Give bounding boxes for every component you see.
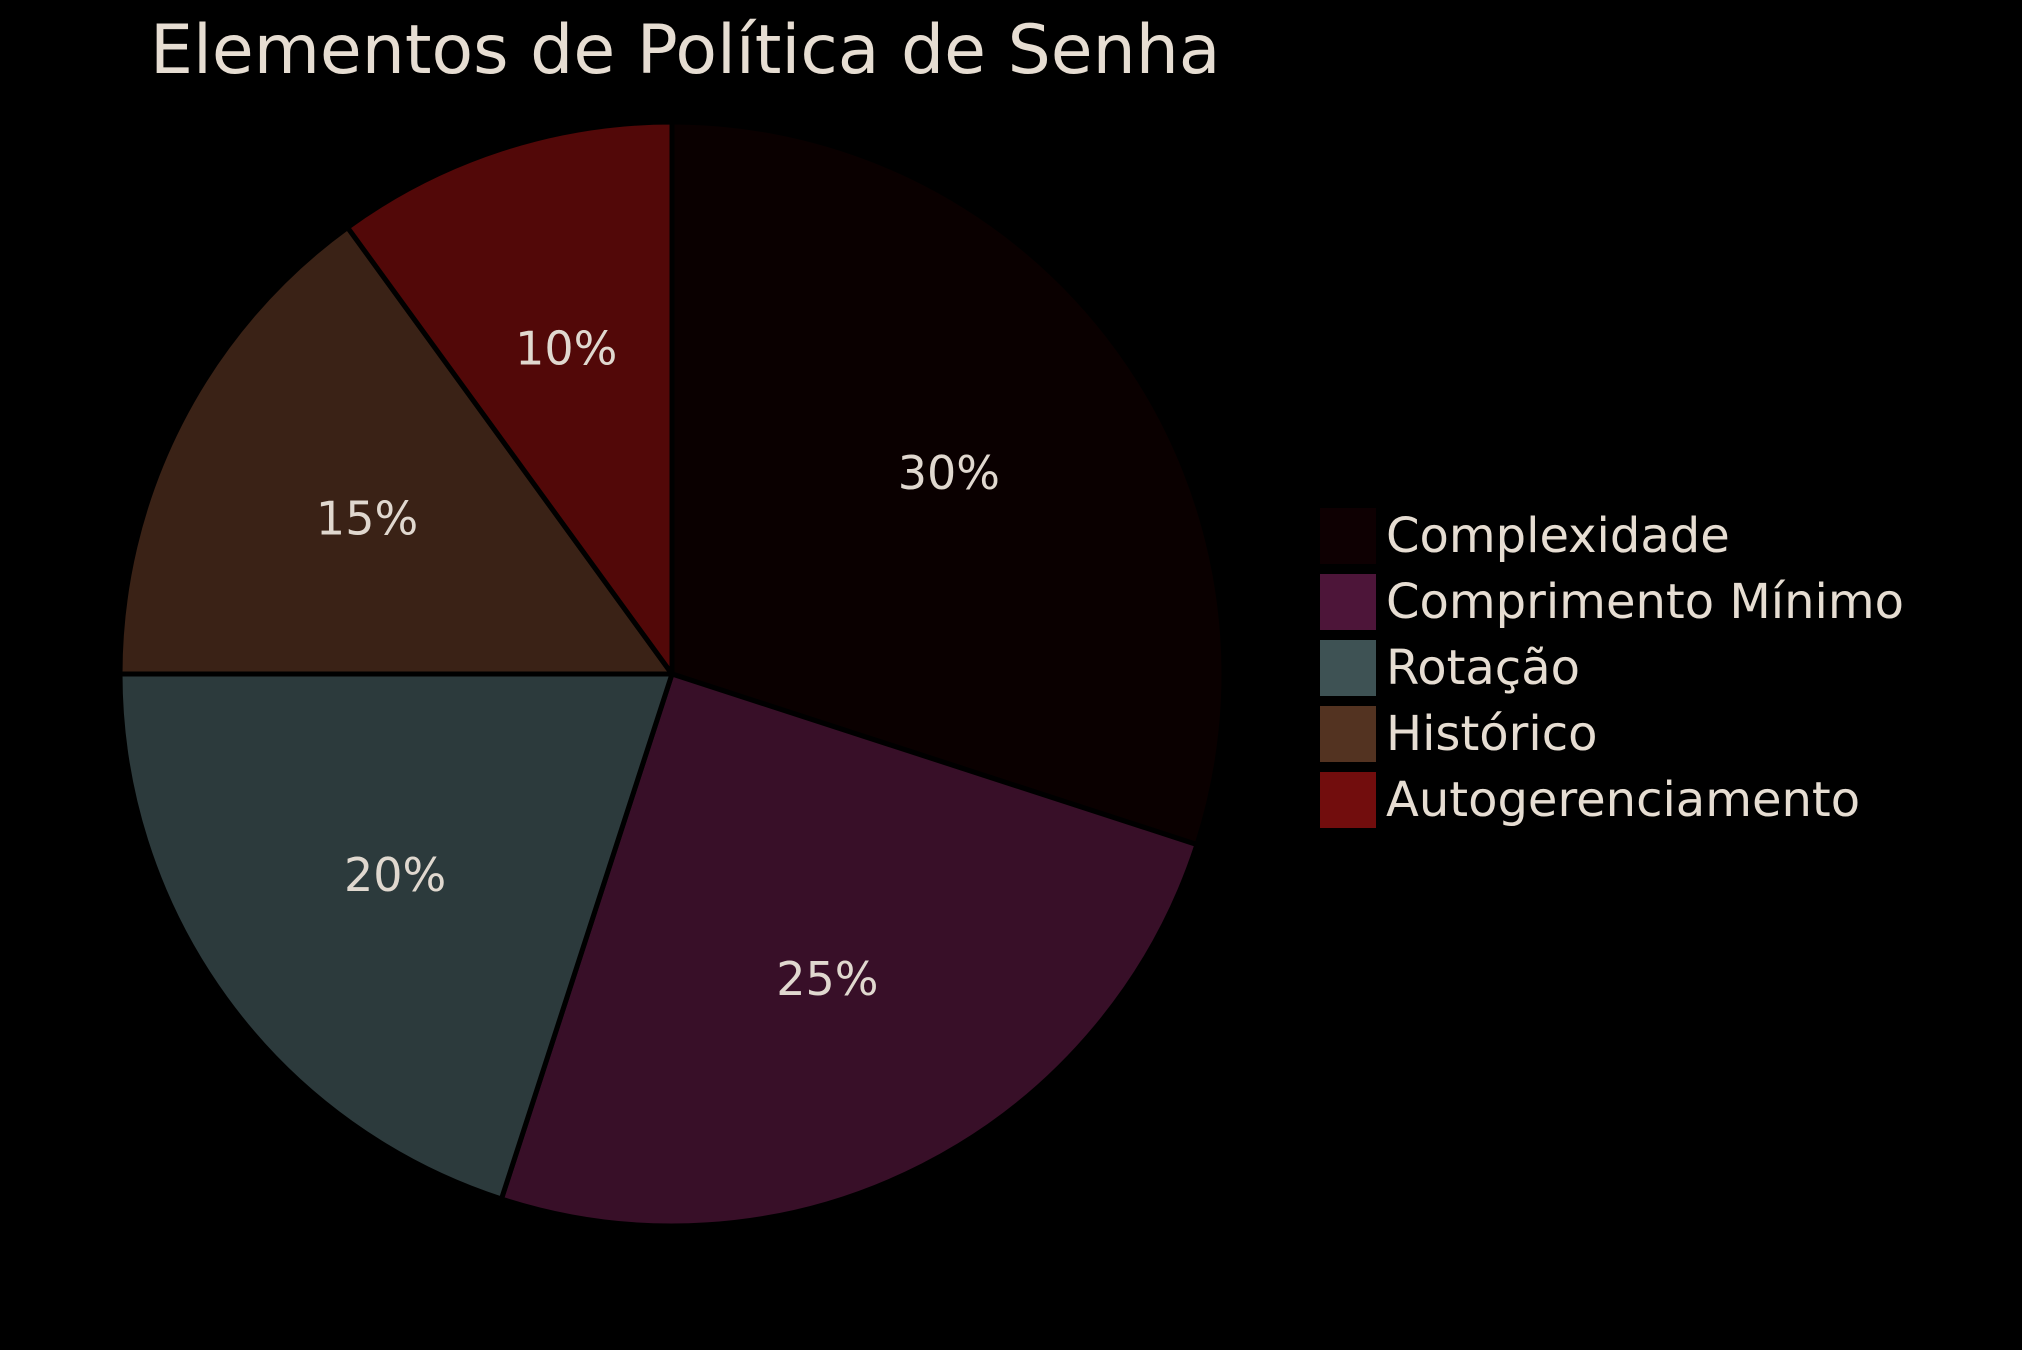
- pie-slice: [117, 671, 675, 1202]
- slice-labels: 30% 25% 20% 15% 10%: [316, 322, 1000, 1006]
- slice-value-label: 30%: [898, 446, 1000, 500]
- chart-title: Elementos de Política de Senha: [150, 11, 1220, 90]
- legend-label: Rotação: [1386, 640, 1580, 696]
- pie-slice: [498, 671, 1200, 1229]
- pie-slice: [345, 119, 675, 677]
- slice-value-label: 15%: [316, 492, 418, 546]
- pie-slices: [117, 119, 1227, 1229]
- legend-swatch: [1320, 706, 1376, 762]
- legend-label: Histórico: [1386, 706, 1597, 762]
- legend-label: Autogerenciamento: [1386, 772, 1860, 828]
- legend: Complexidade Comprimento Mínimo Rotação His…: [1320, 508, 1904, 828]
- legend-swatch: [1320, 772, 1376, 828]
- pie-slice: [117, 224, 675, 677]
- legend-label: Complexidade: [1386, 508, 1730, 564]
- slice-value-label: 25%: [776, 952, 878, 1006]
- legend-label: Comprimento Mínimo: [1386, 574, 1904, 630]
- legend-swatch: [1320, 640, 1376, 696]
- pie-slice: [669, 119, 1227, 848]
- legend-swatch: [1320, 574, 1376, 630]
- slice-value-label: 10%: [515, 322, 617, 376]
- slice-value-label: 20%: [344, 848, 446, 902]
- legend-swatch: [1320, 508, 1376, 564]
